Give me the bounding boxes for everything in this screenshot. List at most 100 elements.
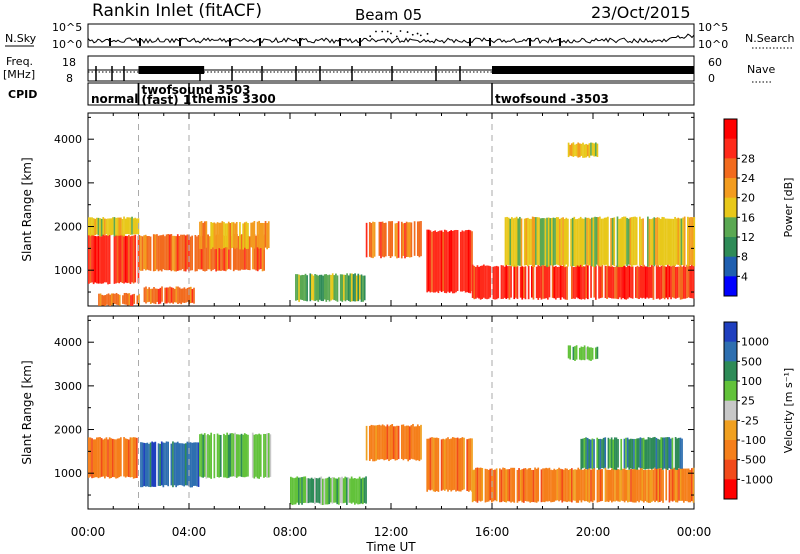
data-cell bbox=[116, 234, 119, 283]
colorbar-title: Power [dB] bbox=[782, 178, 795, 238]
data-cell bbox=[235, 221, 238, 248]
data-cell bbox=[112, 293, 115, 305]
data-cell bbox=[333, 275, 336, 301]
data-cell bbox=[343, 274, 345, 301]
data-cell bbox=[177, 286, 179, 304]
data-cell bbox=[432, 437, 435, 492]
data-cell bbox=[596, 143, 599, 157]
data-cell bbox=[683, 216, 686, 266]
data-cell bbox=[129, 236, 132, 284]
nsky-trace bbox=[87, 30, 695, 46]
data-cell bbox=[625, 469, 628, 501]
data-cell bbox=[585, 143, 588, 158]
data-cell bbox=[676, 266, 679, 298]
data-cell bbox=[540, 469, 543, 503]
data-cell bbox=[427, 438, 430, 490]
data-cell bbox=[124, 438, 127, 478]
data-cell bbox=[207, 434, 209, 478]
data-cell bbox=[603, 217, 606, 266]
data-cell bbox=[234, 223, 236, 249]
data-cell bbox=[320, 476, 323, 505]
data-cell bbox=[516, 266, 519, 299]
data-cell bbox=[583, 144, 586, 158]
data-cell bbox=[104, 295, 107, 306]
data-cell bbox=[658, 439, 661, 469]
data-cell bbox=[242, 223, 244, 250]
data-cell bbox=[620, 438, 623, 471]
data-cell bbox=[619, 469, 621, 502]
data-cell bbox=[319, 274, 321, 300]
data-cell bbox=[550, 469, 552, 503]
data-cell bbox=[543, 265, 546, 299]
data-cell bbox=[144, 443, 147, 487]
data-cell bbox=[97, 437, 100, 479]
data-cell bbox=[563, 218, 566, 268]
data-cell bbox=[494, 266, 496, 300]
data-cell bbox=[516, 469, 519, 503]
data-cell bbox=[569, 345, 572, 360]
data-cell bbox=[203, 221, 206, 249]
data-cell bbox=[173, 288, 176, 303]
data-cell bbox=[236, 234, 238, 270]
data-cell bbox=[152, 234, 155, 272]
data-cell bbox=[266, 433, 268, 478]
data-cell bbox=[574, 266, 576, 299]
data-cell bbox=[362, 275, 364, 302]
data-cell bbox=[503, 266, 506, 298]
data-cell bbox=[530, 218, 532, 265]
data-cell bbox=[683, 265, 685, 299]
data-cell bbox=[161, 286, 163, 302]
data-cell bbox=[478, 467, 480, 501]
data-cell bbox=[630, 468, 632, 502]
data-cell bbox=[101, 294, 103, 306]
data-cell bbox=[109, 294, 111, 306]
data-cell bbox=[604, 437, 607, 468]
data-cell bbox=[620, 469, 623, 501]
data-cell bbox=[143, 287, 146, 303]
data-cell bbox=[589, 218, 592, 266]
data-cell bbox=[159, 443, 161, 486]
data-cell bbox=[535, 266, 538, 299]
data-cell bbox=[223, 433, 225, 478]
data-cell bbox=[357, 273, 360, 302]
data-cell bbox=[415, 426, 418, 461]
nave-tick-bottom: 0 bbox=[708, 72, 715, 85]
data-cell bbox=[464, 230, 467, 293]
beam-title: Beam 05 bbox=[355, 6, 422, 24]
data-cell bbox=[202, 222, 204, 250]
data-cell bbox=[266, 222, 268, 250]
data-cell bbox=[183, 234, 185, 272]
data-cell bbox=[551, 470, 554, 503]
data-cell bbox=[572, 346, 575, 360]
data-cell bbox=[91, 438, 93, 479]
data-cell bbox=[515, 216, 518, 267]
data-cell bbox=[507, 217, 510, 266]
data-cell bbox=[611, 265, 613, 299]
data-cell bbox=[625, 267, 628, 300]
data-cell bbox=[580, 469, 583, 503]
data-cell bbox=[655, 217, 657, 265]
data-cell bbox=[124, 218, 127, 235]
data-cell bbox=[131, 216, 133, 235]
data-cell bbox=[612, 468, 615, 502]
data-cell bbox=[588, 347, 591, 361]
colorbar-swatch bbox=[724, 381, 737, 402]
data-cell bbox=[686, 468, 688, 502]
data-cell bbox=[663, 266, 666, 300]
data-cell bbox=[582, 346, 584, 360]
nsky-strip-frame bbox=[87, 23, 695, 48]
data-cell bbox=[580, 346, 583, 361]
data-cell bbox=[113, 217, 116, 237]
data-cell bbox=[674, 216, 676, 266]
data-cell bbox=[621, 217, 624, 268]
data-cell bbox=[224, 223, 227, 248]
data-cell bbox=[107, 235, 109, 285]
colorbar-title: Velocity [m s⁻¹] bbox=[782, 368, 795, 453]
data-cell bbox=[96, 437, 98, 478]
data-cell bbox=[389, 424, 392, 460]
data-cell bbox=[579, 469, 581, 501]
data-cell bbox=[617, 469, 620, 502]
data-cell bbox=[186, 287, 189, 302]
data-cell bbox=[210, 432, 212, 479]
data-cell bbox=[668, 265, 671, 298]
